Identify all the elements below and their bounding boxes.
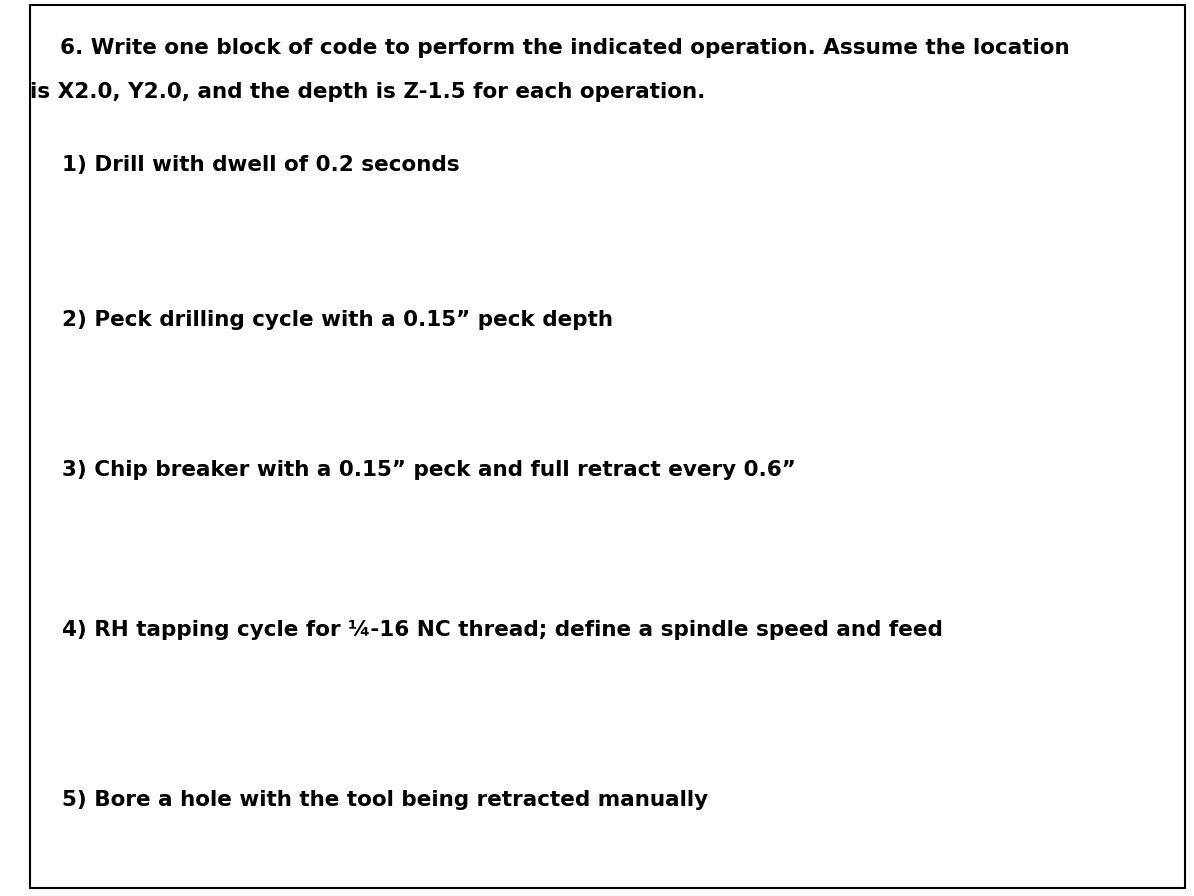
Text: 2) Peck drilling cycle with a 0.15” peck depth: 2) Peck drilling cycle with a 0.15” peck… [62, 310, 613, 330]
Text: 4) RH tapping cycle for ¼-16 NC thread; define a spindle speed and feed: 4) RH tapping cycle for ¼-16 NC thread; … [62, 620, 943, 640]
Text: 6. Write one block of code to perform the indicated operation. Assume the locati: 6. Write one block of code to perform th… [60, 38, 1070, 58]
Text: 1) Drill with dwell of 0.2 seconds: 1) Drill with dwell of 0.2 seconds [62, 155, 460, 175]
Text: is X2.0, Y2.0, and the depth is Z-1.5 for each operation.: is X2.0, Y2.0, and the depth is Z-1.5 fo… [30, 82, 706, 102]
Text: 5) Bore a hole with the tool being retracted manually: 5) Bore a hole with the tool being retra… [62, 790, 708, 810]
Text: 3) Chip breaker with a 0.15” peck and full retract every 0.6”: 3) Chip breaker with a 0.15” peck and fu… [62, 460, 796, 480]
